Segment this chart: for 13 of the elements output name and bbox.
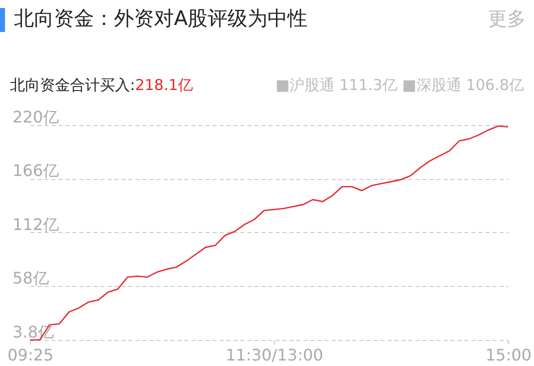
- y-tick-label: 58亿: [12, 268, 49, 288]
- text: ■深股通 106.8亿: [402, 76, 524, 94]
- x-tick-label: 11:30/13:00: [226, 346, 324, 364]
- text: 218.1亿: [135, 76, 194, 94]
- y-tick-label: 166亿: [12, 161, 60, 180]
- text: 更多: [488, 7, 526, 32]
- y-tick-label: 112亿: [12, 214, 60, 234]
- chart-title: 北向资金：外资对A股评级为中性: [14, 5, 308, 32]
- text: 北向资金合计买入:: [10, 76, 136, 94]
- x-tick-label: 15:00: [485, 346, 532, 364]
- x-tick-label: 09:25: [7, 346, 54, 364]
- text: ■沪股通 111.3亿: [275, 76, 398, 94]
- y-tick-label: 220亿: [12, 108, 60, 126]
